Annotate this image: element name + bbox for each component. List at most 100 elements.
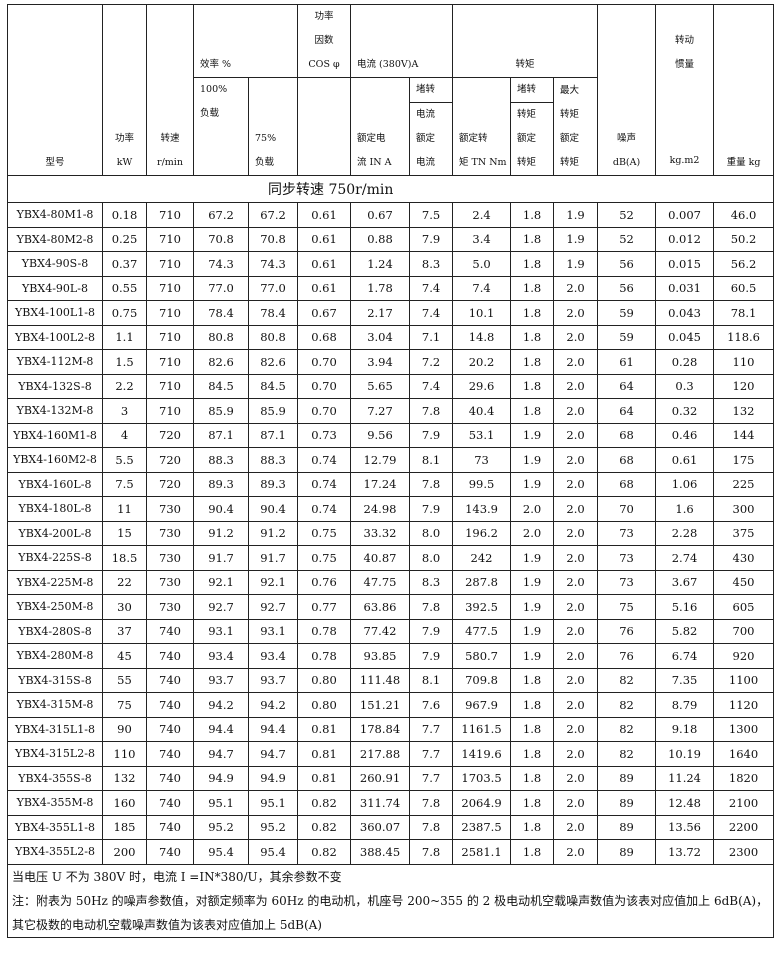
table-cell: 0.61 — [655, 447, 715, 473]
table-cell: 1.8 — [510, 814, 555, 840]
table-cell: 94.4 — [247, 716, 299, 742]
table-cell: 84.5 — [193, 373, 249, 399]
table-cell: 0.81 — [297, 741, 352, 767]
table-cell: 82 — [597, 667, 657, 693]
table-cell: 13.72 — [655, 839, 715, 865]
table-cell: 74.3 — [247, 251, 299, 277]
table-body: 同步转速 750r/min YBX4-80M1-8 0.18 710 67.2 67.2… — [6, 175, 775, 865]
table-cell: 110 — [102, 741, 147, 767]
table-cell: 7.9 — [409, 643, 454, 669]
table-cell: 12.79 — [350, 447, 411, 473]
table-cell: 200 — [102, 839, 147, 865]
table-cell: 2.0 — [553, 275, 599, 301]
table-cell: 95.2 — [247, 814, 299, 840]
table-cell: 2.0 — [553, 643, 599, 669]
table-cell: 8.1 — [409, 667, 454, 693]
table-cell: 740 — [146, 643, 194, 669]
table-cell: 91.2 — [247, 520, 299, 546]
header-pf-empty — [297, 77, 352, 176]
table-cell: 7.8 — [409, 814, 454, 840]
table-cell: 77.0 — [193, 275, 249, 301]
table-cell: 95.1 — [247, 790, 299, 816]
table-cell: 78.1 — [713, 300, 775, 326]
table-cell: 2.0 — [553, 814, 599, 840]
table-cell: 730 — [146, 594, 194, 620]
table-cell: 242 — [452, 545, 512, 571]
table-cell: 7.4 — [409, 373, 454, 399]
table-cell: 30 — [102, 594, 147, 620]
table-cell: 0.61 — [297, 275, 352, 301]
table-cell: 7.8 — [409, 790, 454, 816]
table-cell: 178.84 — [350, 716, 411, 742]
section-row: 同步转速 750r/min — [6, 175, 775, 203]
table-cell: 2.74 — [655, 545, 715, 571]
table-cell: 1.8 — [510, 839, 555, 865]
table-cell: 0.76 — [297, 569, 352, 595]
table-cell: 2.0 — [510, 520, 555, 546]
table-cell: 2.0 — [553, 790, 599, 816]
table-cell: 1.6 — [655, 496, 715, 522]
table-cell: 287.8 — [452, 569, 512, 595]
table-cell: 2.17 — [350, 300, 411, 326]
table-cell: 1.8 — [510, 349, 555, 375]
table-cell: 89 — [597, 839, 657, 865]
table-cell: 2.0 — [510, 496, 555, 522]
table-cell: 0.77 — [297, 594, 352, 620]
table-cell: 1.9 — [553, 251, 599, 277]
table-cell: 388.45 — [350, 839, 411, 865]
table-cell: 7.8 — [409, 471, 454, 497]
table-row: YBX4-100L1-8 0.75 710 78.4 78.4 0.67 2.17 7.4 10… — [7, 300, 775, 326]
table-cell: 5.5 — [102, 447, 147, 473]
table-cell: 1.8 — [510, 202, 555, 228]
table-cell: 0.25 — [102, 226, 147, 252]
table-cell: 33.32 — [350, 520, 411, 546]
table-cell: YBX4-100L1-8 — [7, 300, 103, 326]
table-cell: 59 — [597, 324, 657, 350]
table-cell: 95.1 — [193, 790, 249, 816]
table-cell: 11 — [102, 496, 147, 522]
table-cell: YBX4-100L2-8 — [7, 324, 103, 350]
table-cell: 52 — [597, 226, 657, 252]
table-cell: 7.4 — [452, 275, 512, 301]
table-cell: 2.0 — [553, 839, 599, 865]
table-cell: YBX4-280M-8 — [7, 643, 103, 669]
table-cell: 1.9 — [510, 471, 555, 497]
table-cell: 720 — [146, 471, 194, 497]
table-cell: 1.5 — [102, 349, 147, 375]
header-rated-torque: 额定转矩 TN Nm — [452, 77, 512, 176]
table-cell: 1.8 — [510, 790, 555, 816]
table-cell: 196.2 — [452, 520, 512, 546]
table-cell: 2.0 — [553, 447, 599, 473]
table-cell: 1419.6 — [452, 741, 512, 767]
table-cell: YBX4-355L2-8 — [7, 839, 103, 865]
table-cell: 710 — [146, 251, 194, 277]
table-cell: 89.3 — [193, 471, 249, 497]
table-cell: 7.8 — [409, 839, 454, 865]
table-cell: 3.94 — [350, 349, 411, 375]
table-cell: 0.70 — [297, 373, 352, 399]
table-row: YBX4-160L-8 7.5 720 89.3 89.3 0.74 17.24 7.8 99.… — [7, 471, 775, 497]
table-cell: 0.37 — [102, 251, 147, 277]
table-cell: 15 — [102, 520, 147, 546]
table-cell: 45 — [102, 643, 147, 669]
table-cell: 0.81 — [297, 765, 352, 791]
table-row: YBX4-160M1-8 4 720 87.1 87.1 0.73 9.56 7.9 53.1 1… — [7, 422, 775, 448]
table-cell: 82.6 — [247, 349, 299, 375]
table-cell: 0.043 — [655, 300, 715, 326]
table-cell: 1640 — [713, 741, 775, 767]
table-cell: 2.0 — [553, 667, 599, 693]
table-cell: 80.8 — [247, 324, 299, 350]
table-cell: 95.4 — [247, 839, 299, 865]
table-row: YBX4-200L-8 15 730 91.2 91.2 0.75 33.32 8.0 196.… — [7, 520, 775, 546]
table-cell: 0.46 — [655, 422, 715, 448]
table-cell: 7.9 — [409, 226, 454, 252]
table-cell: 91.7 — [193, 545, 249, 571]
table-cell: 73 — [597, 520, 657, 546]
table-cell: 0.68 — [297, 324, 352, 350]
table-cell: 740 — [146, 741, 194, 767]
table-cell: 2.0 — [553, 422, 599, 448]
table-cell: 75 — [102, 692, 147, 718]
table-cell: 73 — [452, 447, 512, 473]
table-cell: 1.9 — [510, 569, 555, 595]
table-cell: 710 — [146, 398, 194, 424]
